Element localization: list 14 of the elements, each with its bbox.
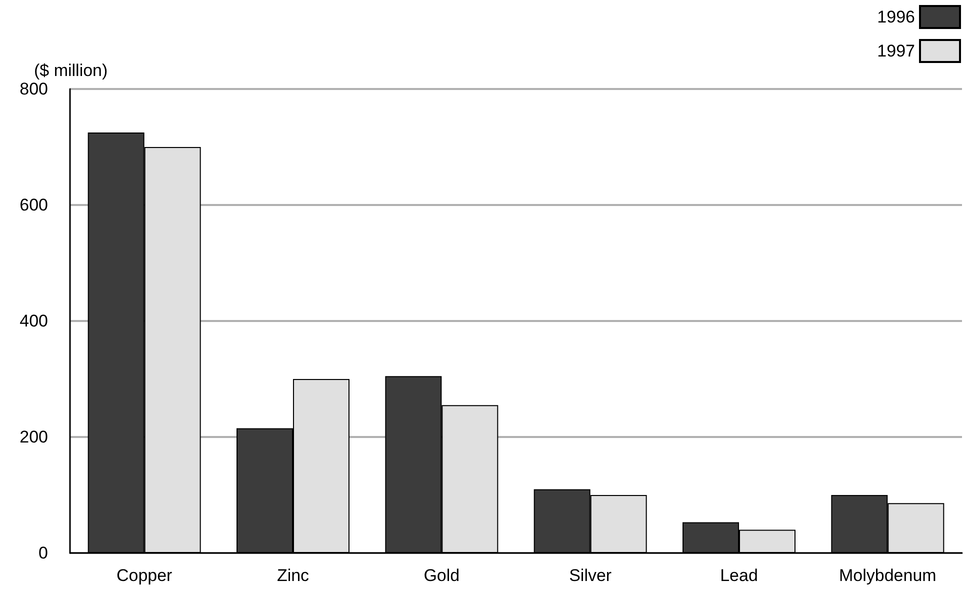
legend-label: 1996 [877,8,915,26]
y-tick-label: 400 [20,312,48,330]
legend-label: 1997 [877,42,915,60]
x-tick-label: Silver [569,566,612,585]
y-tick-label: 0 [38,544,48,562]
y-tick-label: 600 [20,196,48,214]
y-tick-label: 800 [20,80,48,98]
y-axis-title: ($ million) [34,61,108,80]
y-tick-label: 200 [20,428,48,446]
x-tick-label: Molybdenum [839,566,936,585]
x-tick-label: Copper [116,566,173,585]
x-tick-label: Zinc [276,566,310,585]
x-tick-label: Gold [424,566,460,585]
x-tick-label: Lead [720,566,758,585]
